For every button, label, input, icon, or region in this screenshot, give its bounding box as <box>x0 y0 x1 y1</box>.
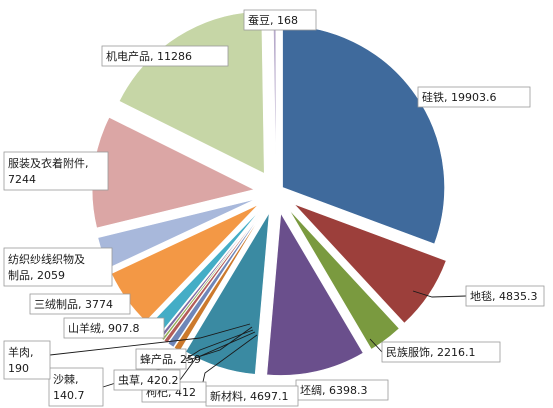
data-label-蚕豆: 蚕豆, 168 <box>243 9 317 31</box>
data-label-box <box>101 45 229 67</box>
data-label-蜂产品: 蜂产品, 259 <box>135 348 201 370</box>
pie-slice-沙棘 <box>161 210 262 341</box>
pie-slice-硅铁 <box>282 25 445 245</box>
data-label-box <box>63 317 165 339</box>
pie-slice-民族服饰 <box>288 209 400 350</box>
data-label-text: 民族服饰, 2216.1 <box>386 345 475 359</box>
data-label-box <box>243 9 317 31</box>
data-label-text: 山羊绒, 907.8 <box>68 321 139 335</box>
data-label-text: 7244 <box>8 173 36 186</box>
data-label-机电产品: 机电产品, 11286 <box>101 45 229 67</box>
data-label-text: 制品, 2059 <box>8 269 65 282</box>
data-label-box <box>3 247 113 287</box>
leader-line-地毯 <box>412 290 467 298</box>
data-label-box <box>417 86 531 108</box>
data-label-text: 坯绸, 6398.3 <box>300 383 367 397</box>
data-label-山羊绒: 山羊绒, 907.8 <box>63 317 165 339</box>
data-label-硅铁: 硅铁, 19903.6 <box>417 86 531 108</box>
data-label-虫草: 虫草, 420.2 <box>113 369 181 391</box>
data-label-box <box>113 369 181 391</box>
data-label-text: 190 <box>8 362 29 375</box>
leader-lines <box>49 290 467 396</box>
data-label-坯绸: 坯绸, 6398.3 <box>295 379 389 401</box>
pie-slice-坯绸 <box>266 212 364 376</box>
data-label-text: 硅铁, 19903.6 <box>422 91 496 104</box>
data-label-三绒制品: 三绒制品, 3774 <box>29 293 131 315</box>
data-label-text: 地毯, 4835.3 <box>470 289 537 303</box>
data-labels: 硅铁, 19903.6 地毯, 4835.3 民族服饰, 2216.1 坯绸, 639… <box>3 9 545 407</box>
data-label-box <box>3 340 51 380</box>
data-label-羊肉: 羊肉, 190 <box>3 340 51 380</box>
data-label-box <box>465 285 545 307</box>
data-label-box <box>48 367 104 407</box>
data-label-text: 沙棘, <box>53 373 79 386</box>
data-label-沙棘: 沙棘, 140.7 <box>48 367 104 407</box>
data-label-box <box>381 341 501 363</box>
data-label-text: 蚕豆, 168 <box>248 14 298 27</box>
data-label-text: 羊肉, <box>8 345 34 359</box>
data-label-text: 机电产品, 11286 <box>106 49 192 63</box>
leader-line-羊肉 <box>49 323 251 356</box>
leader-line-蜂产品 <box>185 329 254 360</box>
data-label-text: 140.7 <box>53 389 85 402</box>
leader-line-民族服饰 <box>369 338 383 353</box>
data-label-服装及衣着附件: 服装及衣着附件, 7244 <box>3 151 109 191</box>
data-label-text: 虫草, 420.2 <box>118 374 178 387</box>
data-label-text: 三绒制品, 3774 <box>34 298 113 311</box>
pie-slice-虫草 <box>167 211 263 348</box>
data-label-text: 纺织纱线织物及 <box>8 252 85 266</box>
data-label-text: 蜂产品, 259 <box>140 352 201 366</box>
data-label-地毯: 地毯, 4835.3 <box>465 285 545 307</box>
data-label-box <box>135 348 187 370</box>
pie-slice-地毯 <box>294 203 447 324</box>
data-label-新材料: 新材料, 4697.1 <box>205 385 299 407</box>
data-label-text: 服装及衣着附件, <box>8 156 89 170</box>
pie-slice-蚕豆 <box>272 17 277 181</box>
data-label-民族服饰: 民族服饰, 2216.1 <box>381 341 501 363</box>
data-label-text: 新材料, 4697.1 <box>210 389 288 403</box>
data-label-box <box>29 293 131 315</box>
data-label-box <box>3 151 109 191</box>
